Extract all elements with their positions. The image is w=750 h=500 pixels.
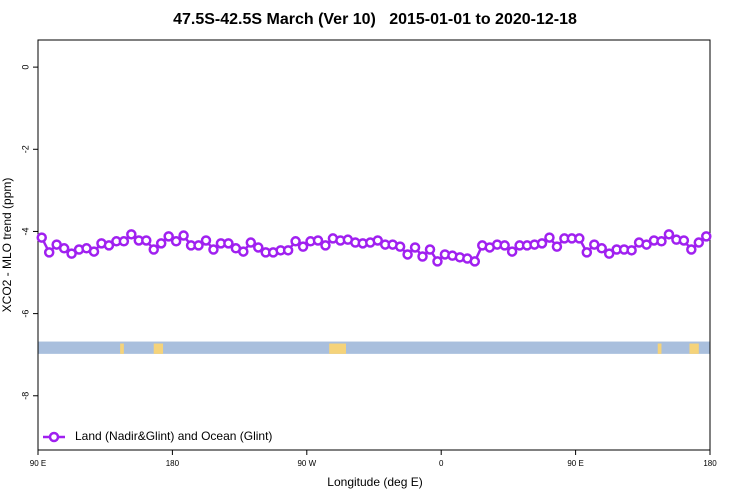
point — [58, 243, 70, 254]
point — [208, 244, 219, 255]
point — [238, 246, 249, 257]
legend-label: Land (Nadir&Glint) and Ocean (Glint) — [75, 429, 272, 443]
y-tick-label: -2 — [20, 145, 30, 153]
y-axis-label: XCO2 - MLO trend (ppm) — [0, 178, 14, 313]
point — [686, 244, 697, 255]
point — [469, 256, 481, 267]
point — [506, 246, 518, 257]
point — [163, 231, 174, 242]
plot-frame — [37, 39, 711, 451]
x-tick-label: 90 E — [567, 459, 583, 468]
y-tick-label: -6 — [20, 310, 30, 318]
point — [312, 235, 324, 246]
point — [148, 244, 159, 255]
point — [223, 238, 234, 249]
point — [402, 249, 413, 260]
point — [544, 232, 555, 243]
x-tick-label: 90 E — [30, 459, 46, 468]
x-tick-label: 90 W — [297, 459, 316, 468]
point — [141, 235, 152, 246]
point — [536, 238, 548, 249]
y-tick-label: -4 — [20, 227, 30, 235]
x-tick-label: 180 — [166, 459, 180, 468]
x-tick-label: 180 — [703, 459, 717, 468]
chart-title: 47.5S-42.5S March (Ver 10) 2015-01-01 to… — [173, 11, 577, 28]
legend-marker — [48, 431, 60, 443]
point — [432, 256, 443, 267]
point — [178, 230, 189, 241]
point — [245, 237, 257, 248]
point — [626, 245, 637, 256]
point — [290, 236, 301, 247]
point — [200, 235, 212, 246]
point — [253, 242, 264, 253]
point — [88, 246, 100, 257]
point — [581, 247, 593, 258]
point — [155, 238, 167, 249]
point — [701, 231, 712, 242]
point — [499, 240, 510, 251]
point — [574, 233, 585, 244]
point — [417, 251, 428, 262]
y-tick-label: -8 — [20, 392, 30, 400]
point — [282, 245, 294, 256]
point — [170, 236, 182, 247]
point — [551, 241, 563, 252]
point — [297, 241, 309, 252]
point — [43, 247, 55, 258]
y-tick-label: 0 — [20, 65, 30, 70]
point — [103, 240, 115, 251]
point — [36, 232, 47, 243]
point — [394, 241, 406, 252]
land-segment — [329, 343, 346, 354]
surface-band — [38, 341, 710, 354]
point — [409, 242, 421, 253]
point — [118, 236, 130, 247]
point — [126, 229, 137, 240]
land-segment — [153, 343, 164, 354]
point — [693, 237, 705, 248]
point — [663, 229, 675, 240]
point — [596, 243, 607, 254]
land-segment — [657, 343, 662, 354]
x-axis-label: Longitude (deg E) — [327, 475, 422, 489]
point — [193, 240, 204, 251]
point — [656, 236, 667, 247]
point — [66, 248, 77, 259]
point — [424, 244, 436, 255]
land-segment — [689, 343, 699, 354]
point — [641, 239, 652, 250]
point — [372, 235, 383, 246]
land-segment — [120, 343, 124, 354]
point — [320, 240, 331, 251]
point — [678, 235, 690, 246]
x-tick-label: 0 — [439, 459, 444, 468]
point — [603, 248, 615, 259]
